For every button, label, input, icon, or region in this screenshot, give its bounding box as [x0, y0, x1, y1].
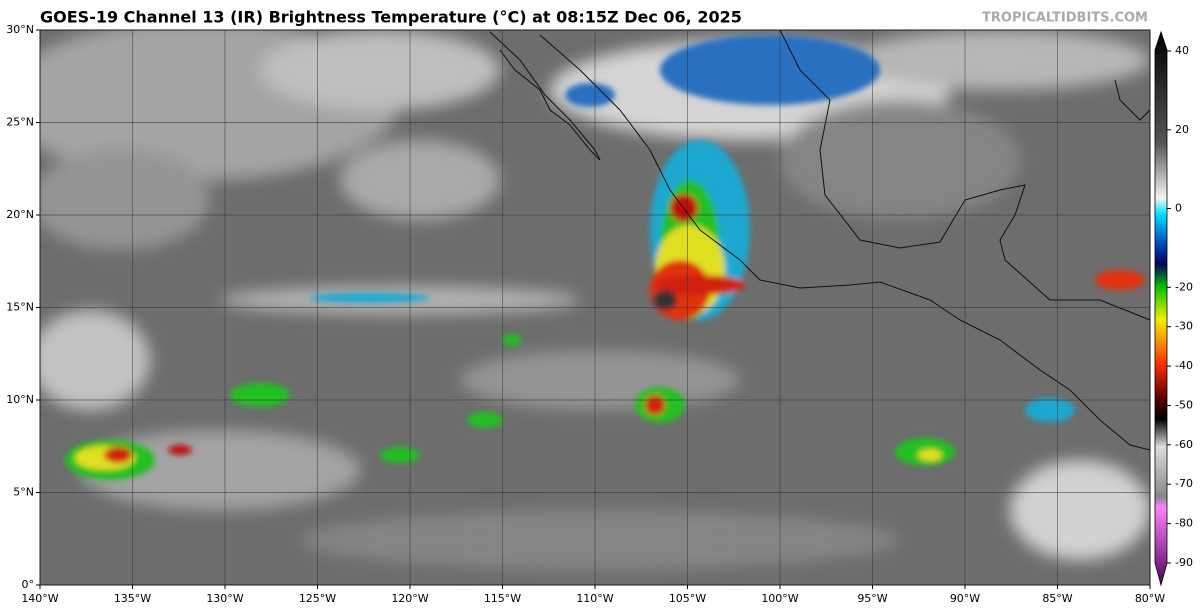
- lon-tick-label: 125°W: [299, 592, 336, 605]
- lon-tick-label: 100°W: [761, 592, 798, 605]
- title: GOES-19 Channel 13 (IR) Brightness Tempe…: [40, 8, 742, 27]
- lat-tick-label: 0°: [22, 578, 35, 591]
- lon-tick-label: 130°W: [206, 592, 243, 605]
- lat-tick-label: 25°N: [6, 116, 34, 129]
- colorbar-tick-label: -60: [1175, 438, 1193, 451]
- lat-tick-label: 10°N: [6, 393, 34, 406]
- lon-tick-label: 95°W: [857, 592, 887, 605]
- axes: 30°N 25°N 20°N 15°N 10°N 5°N 0°140°W 135°W 130°W…: [6, 23, 1165, 605]
- lon-tick-label: 120°W: [391, 592, 428, 605]
- lon-tick-label: 80°W: [1135, 592, 1165, 605]
- colorbar-tick-label: 20: [1175, 123, 1189, 136]
- colorbar-tick-label: -50: [1175, 398, 1193, 411]
- lon-tick-label: 140°W: [21, 592, 58, 605]
- lon-tick-label: 110°W: [576, 592, 613, 605]
- colorbar-tick-label: -90: [1175, 556, 1193, 569]
- lat-tick-label: 5°N: [13, 486, 34, 499]
- satellite-imagery: [40, 30, 1150, 585]
- lat-tick-label: 20°N: [6, 208, 34, 221]
- lat-tick-label: 30°N: [6, 23, 34, 36]
- lon-tick-label: 115°W: [484, 592, 521, 605]
- lat-tick-label: 15°N: [6, 301, 34, 314]
- lon-tick-label: 135°W: [114, 592, 151, 605]
- colorbar-tick-label: 0: [1175, 202, 1182, 215]
- colorbar-tick-label: 40: [1175, 44, 1189, 57]
- colorbar: 40 20 0 -20 -30 -40 -50 -60 -70 -80 -90: [1154, 30, 1193, 587]
- colorbar-tick-label: -70: [1175, 477, 1193, 490]
- colorbar-tick-label: -40: [1175, 359, 1193, 372]
- colorbar-tick-label: -20: [1175, 280, 1193, 293]
- lon-tick-label: 105°W: [669, 592, 706, 605]
- lon-tick-label: 85°W: [1042, 592, 1072, 605]
- lon-tick-label: 90°W: [950, 592, 980, 605]
- colorbar-tick-label: -80: [1175, 517, 1193, 530]
- colorbar-tick-label: -30: [1175, 320, 1193, 333]
- watermark: TROPICALTIDBITS.COM: [982, 11, 1148, 26]
